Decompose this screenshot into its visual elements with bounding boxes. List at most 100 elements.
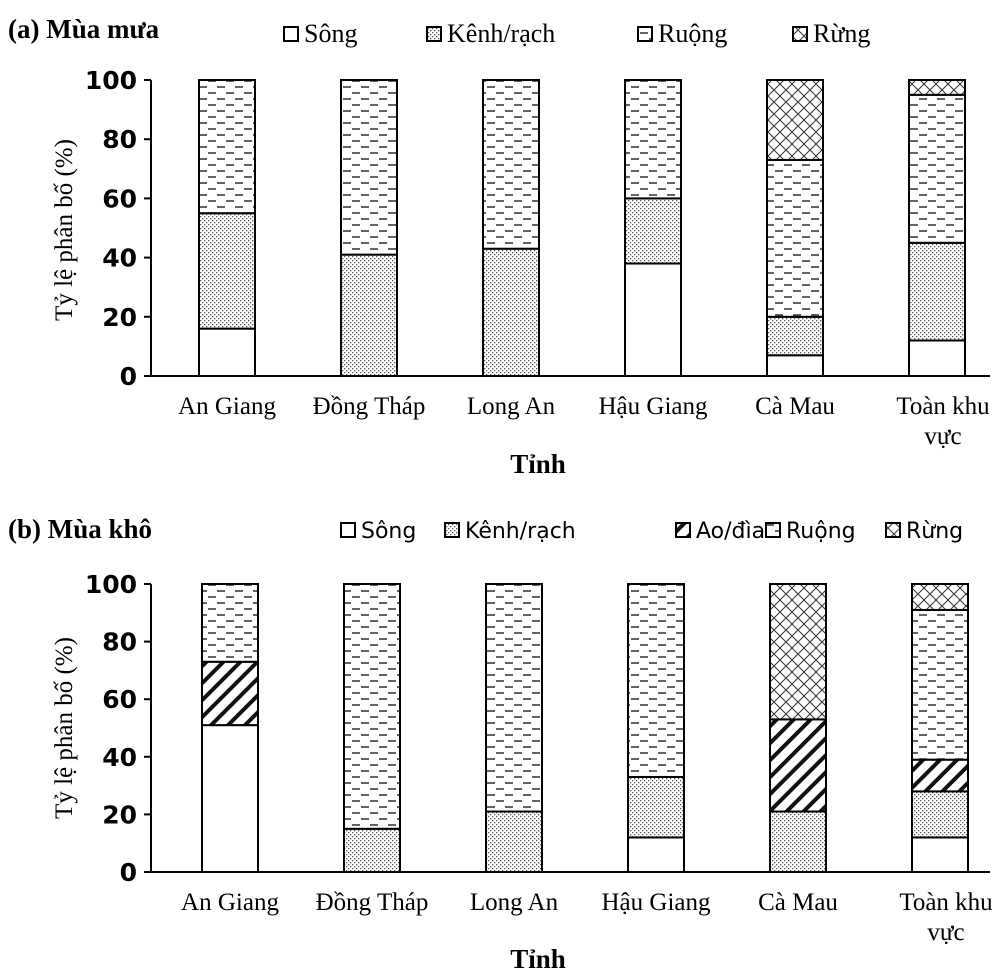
panel-a: (a) Mùa mưa Sông Kênh/rạch Ruộng Rừng Tỷ lệ… bbox=[8, 14, 990, 479]
bar-segment-white bbox=[766, 354, 824, 377]
bar-segment-dashes bbox=[908, 93, 966, 244]
bar-segment-dots bbox=[769, 810, 827, 874]
bar-segment-dots bbox=[911, 790, 969, 839]
bar-segment-dashes bbox=[766, 158, 824, 318]
bar-segment-cross bbox=[911, 583, 969, 611]
legend-swatch bbox=[637, 26, 653, 42]
x-tick-label: Đồng Tháp bbox=[313, 393, 426, 420]
y-tick-label: 40 bbox=[102, 244, 137, 273]
x-tick-label: An Giang bbox=[178, 393, 276, 420]
bar-segment-dots bbox=[766, 315, 824, 357]
bar-segment-white bbox=[201, 724, 259, 873]
bar-segment-dashes bbox=[482, 79, 540, 250]
legend-item: Kênh/rạch bbox=[444, 519, 576, 544]
plot-area: 0 20 40 60 80 100 An Giang Đồng Tháp Long An Hậu … bbox=[85, 66, 990, 450]
bar-segment-dots bbox=[908, 241, 966, 342]
legend-label: Kênh/rạch bbox=[465, 519, 576, 544]
y-axis-label: Tỷ lệ phân bố (%) bbox=[51, 139, 78, 321]
x-axis-label: Tỉnh bbox=[510, 449, 566, 479]
bar-segment-dots bbox=[485, 810, 543, 874]
bar-segment-dots bbox=[340, 253, 398, 377]
bar-segment-white bbox=[624, 262, 682, 377]
bar-segment-dashes bbox=[911, 608, 969, 761]
legend: Sông Kênh/rạch Ao/đìa Ruộng Rừng bbox=[340, 519, 963, 544]
bar-segment-dots bbox=[198, 212, 256, 330]
bar-segment-white bbox=[911, 836, 969, 874]
bar-segment-dots bbox=[624, 197, 682, 265]
legend-item: Rừng bbox=[792, 19, 870, 48]
bar-segment-diag bbox=[769, 718, 827, 813]
x-tick-label: An Giang bbox=[181, 889, 279, 916]
bar-segment-cross bbox=[766, 79, 824, 161]
bar-segment-white bbox=[627, 836, 685, 874]
bar-segment-dashes bbox=[343, 583, 401, 830]
legend-item: Rừng bbox=[885, 519, 963, 544]
legend-item: Ruộng bbox=[765, 519, 856, 544]
bar-segment-dots bbox=[627, 775, 685, 839]
bar-segment-dots bbox=[343, 827, 401, 873]
bar-segment-cross bbox=[908, 79, 966, 96]
x-tick-label: Cà Mau bbox=[755, 393, 835, 420]
legend-item: Ao/đìa bbox=[675, 519, 765, 544]
bar-segment-dashes bbox=[198, 79, 256, 215]
x-tick-label: Toàn khu vực bbox=[896, 393, 990, 450]
x-tick-label: Long An bbox=[467, 393, 556, 420]
panel-title: (b) Mùa khô bbox=[8, 514, 152, 544]
legend-label: Sông bbox=[361, 519, 416, 544]
y-tick-label: 60 bbox=[102, 184, 137, 213]
legend-swatch bbox=[765, 522, 781, 538]
panel-b: (b) Mùa khô Sông Kênh/rạch Ao/đìa Ruộng Rừng… bbox=[8, 514, 993, 970]
bar-segment-dashes bbox=[201, 583, 259, 663]
plot-area: 0 20 40 60 80 100 An Giang Đồng Tháp Long An Hậu … bbox=[85, 570, 993, 946]
legend-swatch bbox=[426, 26, 442, 42]
legend-swatch bbox=[885, 522, 901, 538]
legend-swatch bbox=[283, 26, 299, 42]
bar-segment-white bbox=[908, 339, 966, 378]
y-axis-label: Tỷ lệ phân bố (%) bbox=[51, 637, 78, 819]
bar-segment-dashes bbox=[624, 79, 682, 200]
x-tick-label: Long An bbox=[470, 889, 559, 916]
legend-swatch bbox=[675, 522, 691, 538]
legend-label: Rừng bbox=[813, 19, 870, 48]
x-axis-label: Tỉnh bbox=[510, 944, 566, 970]
x-tick-label: Cà Mau bbox=[758, 889, 838, 916]
y-tick-label: 40 bbox=[102, 743, 137, 772]
y-tick-label: 100 bbox=[85, 66, 137, 95]
legend-label: Ruộng bbox=[658, 19, 727, 48]
y-tick-label: 0 bbox=[120, 362, 137, 391]
legend-label: Kênh/rạch bbox=[447, 19, 555, 48]
x-tick-label: Hậu Giang bbox=[602, 889, 711, 916]
bar-segment-dashes bbox=[340, 79, 398, 256]
panel-title: (a) Mùa mưa bbox=[8, 14, 160, 44]
legend-label: Rừng bbox=[906, 519, 963, 544]
y-tick-label: 20 bbox=[102, 303, 137, 332]
x-tick-label: Đồng Tháp bbox=[316, 889, 429, 916]
bar-segment-diag bbox=[911, 758, 969, 793]
x-tick-label: Toàn khu vực bbox=[899, 889, 993, 946]
legend-label: Sông bbox=[304, 19, 357, 48]
bar-segment-dots bbox=[482, 247, 540, 377]
legend-swatch bbox=[792, 26, 808, 42]
bar-segment-dashes bbox=[627, 583, 685, 778]
y-tick-label: 80 bbox=[102, 125, 137, 154]
legend-swatch bbox=[444, 522, 460, 538]
y-tick-label: 100 bbox=[85, 570, 137, 599]
legend-item: Sông bbox=[283, 19, 357, 48]
bar-segment-diag bbox=[201, 660, 259, 727]
legend-swatch bbox=[340, 522, 356, 538]
legend-label: Ruộng bbox=[786, 519, 856, 544]
legend: Sông Kênh/rạch Ruộng Rừng bbox=[283, 19, 870, 48]
y-tick-label: 0 bbox=[120, 858, 137, 887]
y-tick-label: 80 bbox=[102, 628, 137, 657]
bar-segment-dashes bbox=[485, 583, 543, 813]
bar-segment-white bbox=[198, 327, 256, 378]
legend-item: Sông bbox=[340, 519, 416, 544]
y-tick-label: 60 bbox=[102, 685, 137, 714]
y-tick-label: 20 bbox=[102, 800, 137, 829]
x-tick-label: Hậu Giang bbox=[599, 393, 708, 420]
legend-label: Ao/đìa bbox=[696, 519, 765, 544]
legend-item: Ruộng bbox=[637, 19, 727, 48]
bar-segment-cross bbox=[769, 583, 827, 721]
legend-item: Kênh/rạch bbox=[426, 19, 555, 48]
